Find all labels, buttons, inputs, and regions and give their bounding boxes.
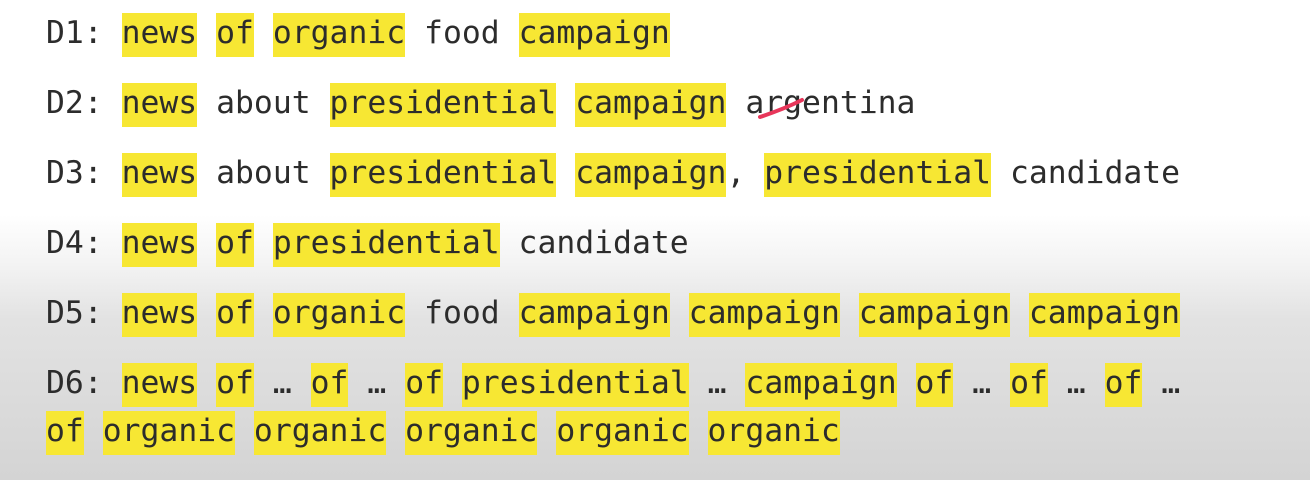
highlighted-term: organic — [253, 411, 387, 455]
highlighted-term: of — [216, 13, 254, 57]
highlighted-term: news — [121, 13, 198, 57]
doc-line-d6: D6: news of … of … of presidential … cam… — [46, 359, 1296, 407]
doc-line-d1: D1: news of organic food campaign — [46, 9, 1296, 57]
highlighted-term: of — [216, 293, 254, 337]
highlighted-term: organic — [272, 13, 406, 57]
highlighted-term: organic — [707, 411, 840, 455]
term: food — [424, 15, 500, 51]
highlighted-term: news — [121, 293, 198, 337]
doc-label: D1: — [46, 15, 103, 51]
term: … — [1066, 365, 1086, 401]
highlighted-term: presidential — [461, 363, 689, 407]
punctuation: , — [726, 155, 746, 191]
highlighted-term: of — [1010, 363, 1048, 407]
highlighted-term: campaign — [575, 83, 727, 127]
highlighted-term: organic — [272, 293, 406, 337]
highlighted-term: campaign — [518, 13, 670, 57]
highlighted-term: of — [46, 411, 84, 455]
highlighted-term: presidential — [329, 83, 557, 127]
highlighted-term: news — [121, 223, 198, 267]
highlighted-term: presidential — [764, 153, 992, 197]
doc-line-d5: D5: news of organic food campaign campai… — [46, 289, 1296, 337]
term: … — [707, 365, 727, 401]
term: … — [1161, 365, 1181, 401]
highlighted-term: news — [121, 83, 198, 127]
doc-label: D2: — [46, 85, 103, 121]
highlighted-term: of — [915, 363, 954, 407]
document-text: D1: news of organic food campaign D2: ne… — [46, 9, 1296, 455]
highlighted-term: of — [405, 363, 443, 407]
highlighted-term: news — [121, 363, 198, 407]
doc-label: D4: — [46, 225, 103, 261]
doc-label: D3: — [46, 155, 103, 191]
highlighted-term: organic — [405, 411, 538, 455]
doc-label: D5: — [46, 295, 103, 331]
highlighted-term: campaign — [745, 363, 897, 407]
doc-label: D6: — [46, 365, 103, 401]
highlighted-term: campaign — [518, 293, 670, 337]
highlighted-term: campaign — [575, 153, 727, 197]
term: candidate — [1009, 155, 1181, 191]
highlighted-term: of — [1104, 363, 1143, 407]
highlighted-term: of — [216, 223, 254, 267]
highlighted-term: news — [121, 153, 198, 197]
term: … — [272, 365, 292, 401]
doc-line-d3: D3: news about presidential campaign, pr… — [46, 149, 1296, 197]
highlighted-term: organic — [102, 411, 236, 455]
highlighted-term: of — [310, 363, 349, 407]
doc-line-d2: D2: news about presidential campaign arg… — [46, 79, 1296, 127]
highlighted-term: campaign — [688, 293, 840, 337]
highlighted-term: presidential — [329, 153, 557, 197]
term: argentina — [745, 85, 916, 121]
highlighted-term: campaign — [1028, 293, 1181, 337]
highlighted-term: campaign — [858, 293, 1010, 337]
term: food — [424, 295, 500, 331]
term: about — [216, 85, 311, 121]
term: … — [367, 365, 387, 401]
highlighted-term: organic — [556, 411, 689, 455]
term: candidate — [518, 225, 689, 261]
term: … — [972, 365, 992, 401]
highlighted-term: presidential — [272, 223, 500, 267]
highlighted-term: of — [216, 363, 254, 407]
term: about — [216, 155, 311, 191]
doc-line-d6-continued: of organic organic organic organic organ… — [46, 407, 1296, 455]
doc-line-d4: D4: news of presidential candidate — [46, 219, 1296, 267]
